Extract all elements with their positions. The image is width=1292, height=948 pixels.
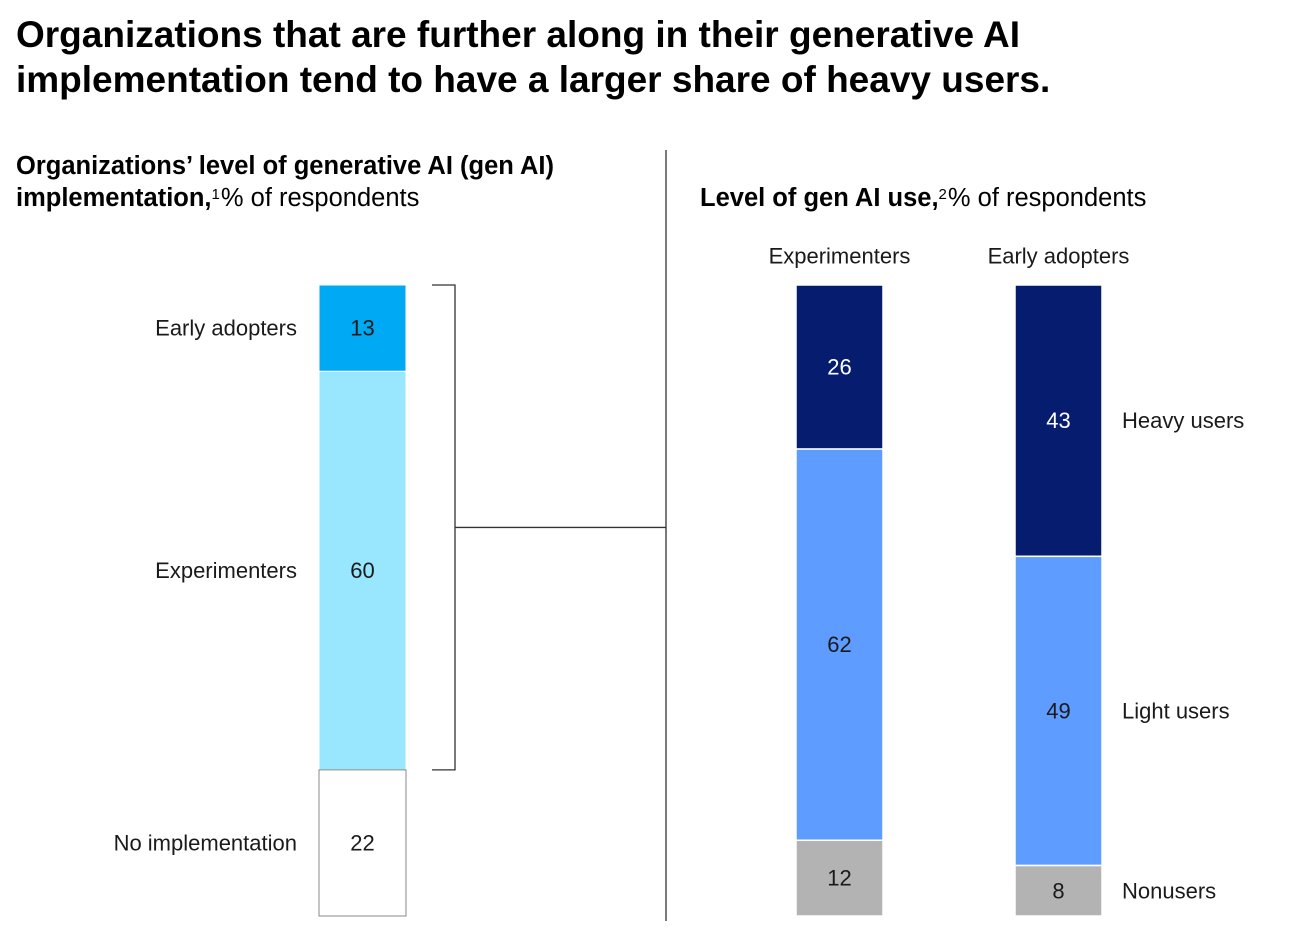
bar-segment-experimenters-light-users <box>795 448 884 842</box>
bar-segment-early-adopters <box>318 284 407 372</box>
left-footnote-marker: 1 <box>211 186 220 203</box>
data-label-early-adopters-heavy-users: 43 <box>1046 408 1070 433</box>
left-subtitle-bold: Organizations’ level of generative AI (g… <box>16 152 554 212</box>
right-footnote-marker: 2 <box>938 186 947 203</box>
left-panel-subtitle: Organizations’ level of generative AI (g… <box>16 150 656 214</box>
left-subtitle-unit: % of respondents <box>220 184 420 212</box>
data-label-experimenters-light-users: 62 <box>827 632 851 657</box>
bracket-connector <box>432 284 456 771</box>
legend-label-nonusers: Nonusers <box>1122 878 1216 903</box>
data-label-early-adopters-light-users: 49 <box>1046 698 1070 723</box>
data-label-early-adopters: 13 <box>350 316 374 341</box>
bar-segment-early-adopters-nonusers <box>1014 864 1103 917</box>
legend-label-heavy-users: Heavy users <box>1122 408 1244 433</box>
bar-segment-experimenters-nonusers <box>795 839 884 917</box>
category-label-experimenters: Experimenters <box>155 558 297 583</box>
right-subtitle-unit: % of respondents <box>947 184 1147 212</box>
column-header-experimenters: Experimenters <box>769 244 911 269</box>
data-label-no-implementation: 22 <box>350 830 374 855</box>
category-label-early-adopters: Early adopters <box>155 316 297 341</box>
data-label-experimenters-nonusers: 12 <box>827 866 851 891</box>
bar-segment-early-adopters-heavy-users <box>1014 284 1103 558</box>
chart-title: Organizations that are further along in … <box>16 14 1051 100</box>
column-header-early-adopters: Early adopters <box>988 244 1130 269</box>
data-label-experimenters: 60 <box>350 558 374 583</box>
right-panel-subtitle: Level of gen AI use,2% of respondents <box>700 182 1280 214</box>
category-label-no-implementation: No implementation <box>114 830 297 855</box>
bar-segment-no-implementation <box>318 769 407 917</box>
data-label-experimenters-heavy-users: 26 <box>827 355 851 380</box>
legend-label-light-users: Light users <box>1122 698 1230 723</box>
data-label-early-adopters-nonusers: 8 <box>1052 878 1064 903</box>
right-subtitle-bold: Level of gen AI use, <box>700 184 939 212</box>
bar-segment-early-adopters-light-users <box>1014 555 1103 867</box>
